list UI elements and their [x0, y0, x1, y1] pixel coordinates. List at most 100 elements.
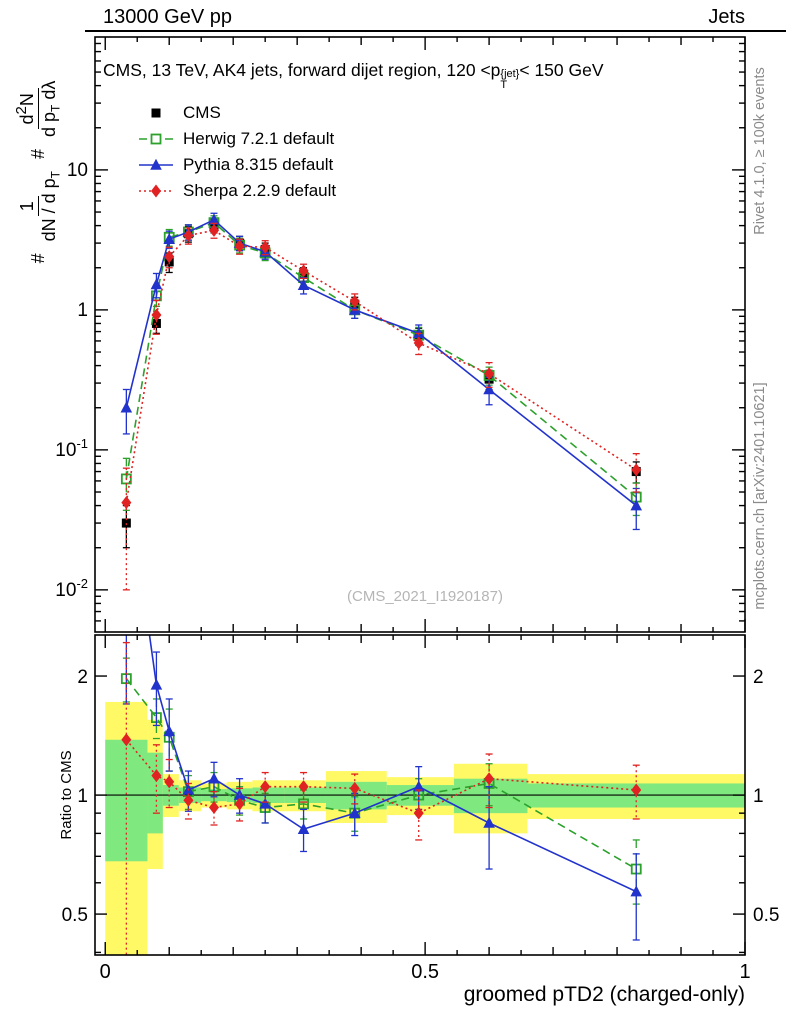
svg-text:0: 0: [100, 961, 111, 983]
triangle-marker-icon: [483, 383, 495, 395]
legend-item-pythia: Pythia 8.315 default: [138, 155, 336, 174]
svg-text:2: 2: [77, 667, 88, 688]
triangle-marker-icon: [150, 678, 163, 690]
plot-title: CMS, 13 TeV, AK4 jets, forward dijet reg…: [103, 60, 604, 94]
main-plot-frame: [94, 36, 746, 633]
svg-text:10-1: 10-1: [55, 436, 88, 461]
diamond-marker-icon: [183, 228, 194, 242]
diamond-marker-icon: [164, 250, 175, 264]
triangle-marker-icon: [208, 772, 220, 784]
svg-text:1: 1: [77, 786, 88, 807]
herwig-marker-icon: [139, 133, 173, 144]
header-rule: [85, 30, 786, 32]
plot-title-prefix: CMS, 13 TeV, AK4 jets, forward dijet reg…: [103, 60, 501, 80]
triangle-marker-icon: [630, 885, 643, 897]
cms-marker-icon: [151, 108, 161, 117]
diamond-marker-icon: [260, 780, 271, 794]
legend-label-cms: CMS: [183, 102, 221, 122]
diamond-marker-icon: [631, 783, 642, 797]
plot-title-suffix: < 150 GeV: [519, 60, 604, 80]
diamond-marker-icon: [183, 793, 194, 807]
diamond-marker-icon: [484, 772, 495, 786]
series-pythia: [120, 212, 643, 531]
triangle-marker-icon: [630, 499, 643, 511]
plot-title-sub: T: [500, 79, 508, 91]
triangle-marker-icon: [163, 232, 176, 244]
triangle-marker-icon: [297, 279, 310, 291]
diamond-marker-icon: [298, 264, 309, 278]
diamond-marker-icon: [298, 780, 309, 794]
diamond-marker-icon: [484, 367, 495, 381]
legend-item-cms: CMS: [138, 103, 336, 122]
triangle-marker-icon: [208, 213, 220, 225]
series-cms: [121, 218, 641, 549]
mcplots-arxiv-note: mcplots.cern.ch [arXiv:2401.10621]: [752, 382, 768, 610]
diamond-marker-icon: [349, 294, 360, 308]
triangle-marker-icon: [163, 725, 176, 737]
legend: CMS Herwig 7.2.1 default Pythia 8.315 de…: [138, 103, 336, 200]
legend-item-herwig: Herwig 7.2.1 default: [138, 129, 336, 148]
hash-symbol: #: [27, 253, 48, 264]
main-y-axis-label: # 1 dN / d pT # d2N d pT dλ: [8, 19, 68, 319]
svg-text:0.5: 0.5: [62, 905, 88, 926]
series-sherpa: [121, 222, 642, 591]
diamond-marker-icon: [413, 806, 424, 820]
green-band-bin: [105, 739, 148, 862]
plot-title-sup: {jet}: [500, 68, 520, 80]
diamond-marker-icon: [121, 496, 132, 510]
pythia-marker-icon: [139, 158, 173, 170]
series-pythia: [122, 635, 643, 941]
square-marker-icon: [151, 318, 161, 328]
diamond-marker-icon: [208, 223, 219, 237]
diamond-marker-icon: [631, 463, 642, 477]
diamond-marker-icon: [413, 336, 424, 350]
uncertainty-bands: [105, 701, 745, 955]
triangle-marker-icon: [150, 278, 163, 290]
legend-label-herwig: Herwig 7.2.1 default: [183, 128, 335, 148]
diamond-marker-icon: [234, 239, 245, 253]
triangle-marker-icon: [297, 822, 310, 834]
yaxis-fraction-2: d2N d pT dλ: [12, 80, 63, 137]
series-sherpa: [121, 641, 642, 955]
diamond-marker-icon: [349, 781, 360, 795]
hash-symbol: #: [27, 148, 48, 159]
green-band-bin: [147, 752, 163, 834]
pt-jet-scripts: {jet} T: [500, 69, 519, 91]
triangle-marker-icon: [412, 327, 425, 339]
ratio-y-axis-label: Ratio to CMS: [58, 750, 75, 840]
diamond-marker-icon: [234, 797, 245, 811]
yaxis-fraction-1: 1 dN / d pT: [16, 171, 63, 242]
diamond-marker-icon: [164, 775, 175, 789]
diamond-marker-icon: [151, 769, 162, 783]
triangle-marker-icon: [483, 816, 495, 828]
sherpa-marker-icon: [139, 184, 173, 197]
svg-text:10: 10: [67, 160, 88, 181]
square-marker-icon: [121, 518, 131, 528]
triangle-marker-icon: [120, 401, 133, 413]
diamond-marker-icon: [121, 733, 132, 747]
legend-label-sherpa: Sherpa 2.2.9 default: [183, 180, 337, 200]
svg-text:10-2: 10-2: [55, 576, 88, 601]
triangle-marker-icon: [412, 780, 425, 792]
rivet-version-note: Rivet 4.1.0, ≥ 100k events: [752, 67, 768, 235]
beam-energy-label: 13000 GeV pp: [103, 6, 232, 28]
triangle-marker-icon: [348, 806, 361, 818]
svg-text:1: 1: [77, 300, 88, 321]
legend-item-sherpa: Sherpa 2.2.9 default: [138, 181, 336, 200]
svg-text:1: 1: [739, 961, 750, 983]
diamond-marker-icon: [208, 801, 219, 815]
series-herwig: [120, 215, 642, 517]
x-axis-title: groomed pTD2 (charged-only): [463, 983, 745, 1006]
triangle-marker-icon: [259, 797, 271, 809]
ratio-plot-frame: [94, 634, 746, 956]
analysis-id-watermark: (CMS_2021_I1920187): [347, 588, 503, 605]
diamond-marker-icon: [260, 240, 271, 254]
svg-text:0.5: 0.5: [411, 961, 439, 983]
svg-text:2: 2: [753, 667, 764, 688]
legend-label-pythia: Pythia 8.315 default: [183, 154, 334, 174]
svg-text:0.5: 0.5: [753, 905, 779, 926]
diamond-marker-icon: [151, 308, 162, 322]
analysis-group-label: Jets: [708, 6, 745, 28]
